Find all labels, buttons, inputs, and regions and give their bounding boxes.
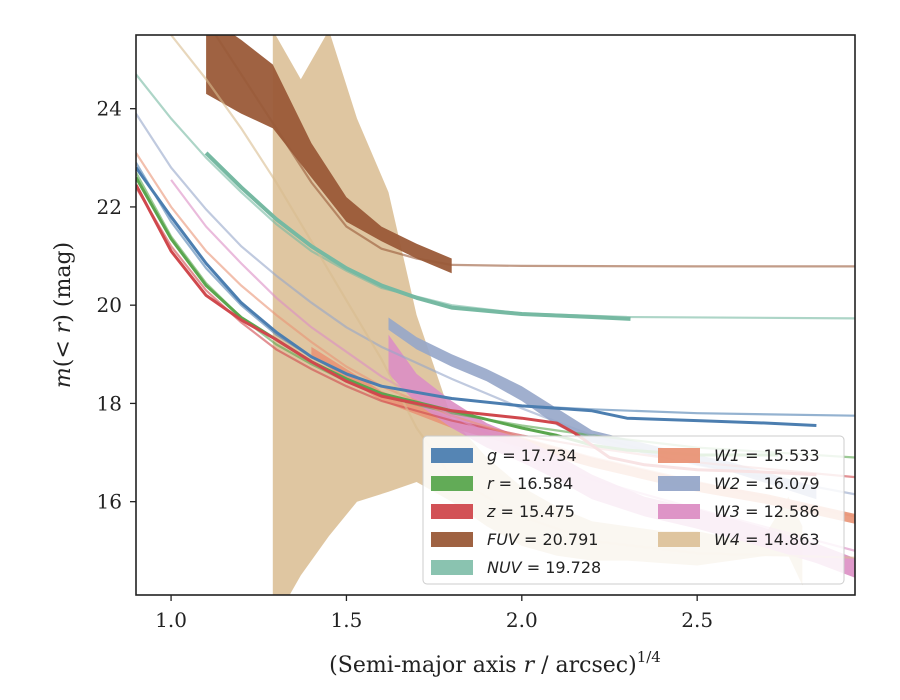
legend-label-w3: W3 = 12.586 xyxy=(714,502,820,521)
legend-swatch-nuv xyxy=(431,560,473,575)
y-tick-label: 22 xyxy=(97,195,122,219)
legend-label-g: g = 17.734 xyxy=(487,446,577,465)
y-tick-label: 16 xyxy=(97,490,122,514)
x-tick-label: 1.0 xyxy=(155,608,187,632)
legend-label-r: r = 16.584 xyxy=(487,474,573,493)
legend-label-w4: W4 = 14.863 xyxy=(714,530,820,549)
legend-swatch-fuv xyxy=(431,532,473,547)
legend-swatch-w1 xyxy=(658,448,700,463)
legend-swatch-g xyxy=(431,448,473,463)
x-tick-label: 2.5 xyxy=(681,608,713,632)
data-curve-g xyxy=(136,166,817,427)
y-tick-label: 20 xyxy=(97,293,122,317)
x-axis-ticks: 1.0 1.5 2.0 2.5 xyxy=(155,595,713,632)
legend-swatch-w4 xyxy=(658,532,700,547)
band-w4 xyxy=(272,35,803,595)
data-curve-nuv xyxy=(204,151,631,321)
legend-label-nuv: NUV = 19.728 xyxy=(487,558,601,577)
legend-swatch-z xyxy=(431,504,473,519)
x-tick-label: 2.0 xyxy=(506,608,538,632)
legend-frame xyxy=(422,435,845,585)
y-axis-label: m(< r) (mag) xyxy=(51,242,76,388)
band-fuv xyxy=(206,35,452,274)
model-curve-w2 xyxy=(136,113,855,496)
plot-frame xyxy=(135,34,856,596)
y-tick-label: 18 xyxy=(97,391,122,415)
legend: g = 17.734 r = 16.584 z = 15.475 FUV = 20.7… xyxy=(422,435,845,585)
x-axis-label: (Semi-major axis r / arcsec)1/4 xyxy=(329,648,661,678)
legend-label-fuv: FUV = 20.791 xyxy=(487,530,598,549)
legend-swatch-r xyxy=(431,476,473,491)
x-tick-label: 1.5 xyxy=(331,608,363,632)
model-curve-fuv xyxy=(214,35,855,268)
legend-label-z: z = 15.475 xyxy=(486,502,575,521)
legend-label-w1: W1 = 15.533 xyxy=(714,446,820,465)
legend-swatch-w3 xyxy=(658,504,700,519)
y-axis-ticks: 16 18 20 22 24 xyxy=(97,97,136,514)
legend-label-w2: W2 = 16.079 xyxy=(714,474,820,493)
y-tick-label: 24 xyxy=(97,97,122,121)
legend-swatch-w2 xyxy=(658,476,700,491)
